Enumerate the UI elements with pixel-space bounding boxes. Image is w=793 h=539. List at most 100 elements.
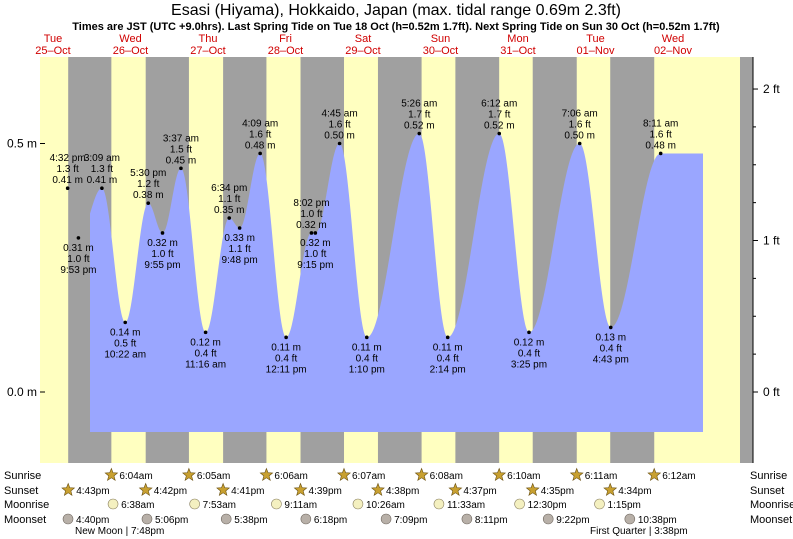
extreme-label: 1.0 ft — [151, 249, 173, 260]
extreme-marker — [237, 226, 242, 230]
sun-star-icon — [647, 467, 662, 481]
extreme-label: 6:34 pm — [211, 183, 247, 194]
moonrise-icon — [514, 498, 525, 510]
extreme-marker — [577, 141, 582, 146]
moonset-time-label: 5:06pm — [155, 515, 188, 526]
moonrise-icon — [352, 498, 364, 510]
moonset-icon — [461, 513, 473, 525]
day-date-label: 01–Nov — [577, 45, 615, 57]
row-label-left-moonrise: Moonrise — [4, 499, 49, 511]
extreme-label: 3:37 am — [163, 133, 199, 144]
extreme-label: 9:53 pm — [60, 265, 96, 276]
extreme-label: 0.11 m — [271, 342, 301, 353]
moonset-icon — [62, 513, 74, 525]
astronomy-rows: Sunrise Sunrise 6:04am 6:05am 6:06am 6:07am 6:… — [4, 467, 793, 537]
moonset-icon — [141, 513, 153, 525]
extreme-marker — [123, 320, 128, 325]
extreme-label: 1.3 ft — [91, 164, 113, 175]
extreme-label: 6:12 am — [481, 99, 517, 110]
moon-phase-new: New Moon | 7:48pm — [75, 526, 164, 537]
sunrise-time-label: 6:06am — [274, 471, 307, 482]
tide-area — [90, 133, 703, 432]
extreme-label: 7:06 am — [562, 109, 598, 120]
extreme-label: 0.4 ft — [275, 353, 297, 364]
extreme-label: 0.41 m — [52, 175, 83, 186]
day-date-label: 30–Oct — [423, 45, 458, 57]
extreme-marker — [337, 141, 342, 146]
extreme-label: 0.32 m — [296, 220, 327, 231]
moonset-icon — [380, 513, 392, 525]
extreme-label: 1.2 ft — [137, 179, 159, 190]
moonset-time-label: 10:38pm — [638, 515, 677, 526]
extreme-label: 8:02 pm — [293, 198, 329, 209]
extreme-label: 4:43 pm — [593, 354, 629, 365]
row-label-right-sunrise: Sunrise — [750, 470, 787, 482]
extreme-marker — [417, 131, 422, 136]
moonrise-time-label: 10:26am — [366, 500, 405, 511]
moonrise-time-label: 1:15pm — [608, 500, 641, 511]
moon-phase-first-quarter: First Quarter | 3:38pm — [590, 526, 688, 537]
chart-title: Esasi (Hiyama), Hokkaido, Japan (max. ti… — [171, 2, 621, 19]
extreme-label: 0.12 m — [514, 337, 545, 348]
extreme-marker — [203, 330, 208, 335]
day-name-label: Tue — [44, 33, 63, 45]
extreme-label: 0.32 m — [147, 238, 178, 249]
moonrise-icon — [189, 498, 200, 510]
sunset-time-label: 4:35pm — [541, 486, 574, 497]
day-date-label: 02–Nov — [654, 45, 692, 57]
extreme-label: 0.41 m — [87, 175, 118, 186]
moonrise-time-label: 7:53am — [203, 500, 236, 511]
sunset-time-label: 4:42pm — [154, 486, 187, 497]
moonset-icon — [220, 513, 232, 525]
right-axis-tick-label: 2 ft — [763, 82, 780, 96]
sun-star-icon — [525, 482, 540, 496]
day-name-label: Wed — [662, 33, 684, 45]
day-name-label: Mon — [507, 33, 528, 45]
sunrise-time-label: 6:11am — [585, 471, 618, 482]
sunrise-time-label: 6:08am — [430, 471, 463, 482]
extreme-marker — [76, 236, 81, 240]
extreme-label: 0.4 ft — [518, 348, 540, 359]
row-label-left-sunrise: Sunrise — [4, 470, 41, 482]
extreme-label: 11:16 am — [185, 359, 226, 370]
sun-star-icon — [182, 467, 196, 481]
sun-star-icon — [259, 467, 274, 481]
extreme-label: 0.35 m — [214, 205, 245, 216]
sunset-time-label: 4:43pm — [76, 486, 109, 497]
day-labels: Tue25–OctWed26–OctThu27–OctFri28–OctSat2… — [35, 33, 692, 57]
day-name-label: Sun — [431, 33, 451, 45]
sun-star-icon — [448, 482, 463, 496]
extreme-marker — [100, 186, 104, 191]
extreme-label: 0.48 m — [245, 140, 276, 151]
extreme-label: 8:11 am — [643, 118, 678, 129]
moonrise-icon — [271, 498, 282, 510]
moonset-time-label: 7:09pm — [394, 515, 427, 526]
extreme-label: 1.3 ft — [57, 164, 79, 175]
day-date-label: 26–Oct — [113, 45, 148, 57]
sun-star-icon — [371, 482, 385, 496]
row-label-left-sunset: Sunset — [4, 485, 38, 497]
day-date-label: 25–Oct — [35, 45, 70, 57]
sun-star-icon — [569, 467, 584, 481]
extreme-marker — [364, 335, 369, 340]
extreme-label: 4:09 am — [242, 118, 278, 129]
extreme-label: 0.45 m — [166, 155, 197, 166]
sun-star-icon — [138, 482, 153, 496]
sunrise-time-label: 6:07am — [352, 471, 385, 482]
moonset-time-label: 4:40pm — [76, 515, 109, 526]
extreme-marker — [258, 151, 262, 156]
extreme-label: 1.6 ft — [328, 120, 350, 131]
sun-star-icon — [104, 467, 119, 481]
sun-star-icon — [216, 482, 231, 496]
extreme-label: 0.14 m — [110, 327, 141, 338]
sun-star-icon — [603, 482, 618, 496]
moonrise-time-label: 9:11am — [284, 500, 317, 511]
moonrise-time-label: 11:33am — [447, 500, 485, 511]
extreme-marker — [160, 231, 165, 235]
chart-subtitle: Times are JST (UTC +9.0hrs). Last Spring… — [72, 21, 720, 33]
moonset-time-label: 5:38pm — [234, 515, 267, 526]
day-name-label: Thu — [199, 33, 218, 45]
extreme-marker — [179, 166, 183, 171]
day-date-label: 27–Oct — [190, 45, 225, 57]
sun-star-icon — [61, 482, 76, 496]
